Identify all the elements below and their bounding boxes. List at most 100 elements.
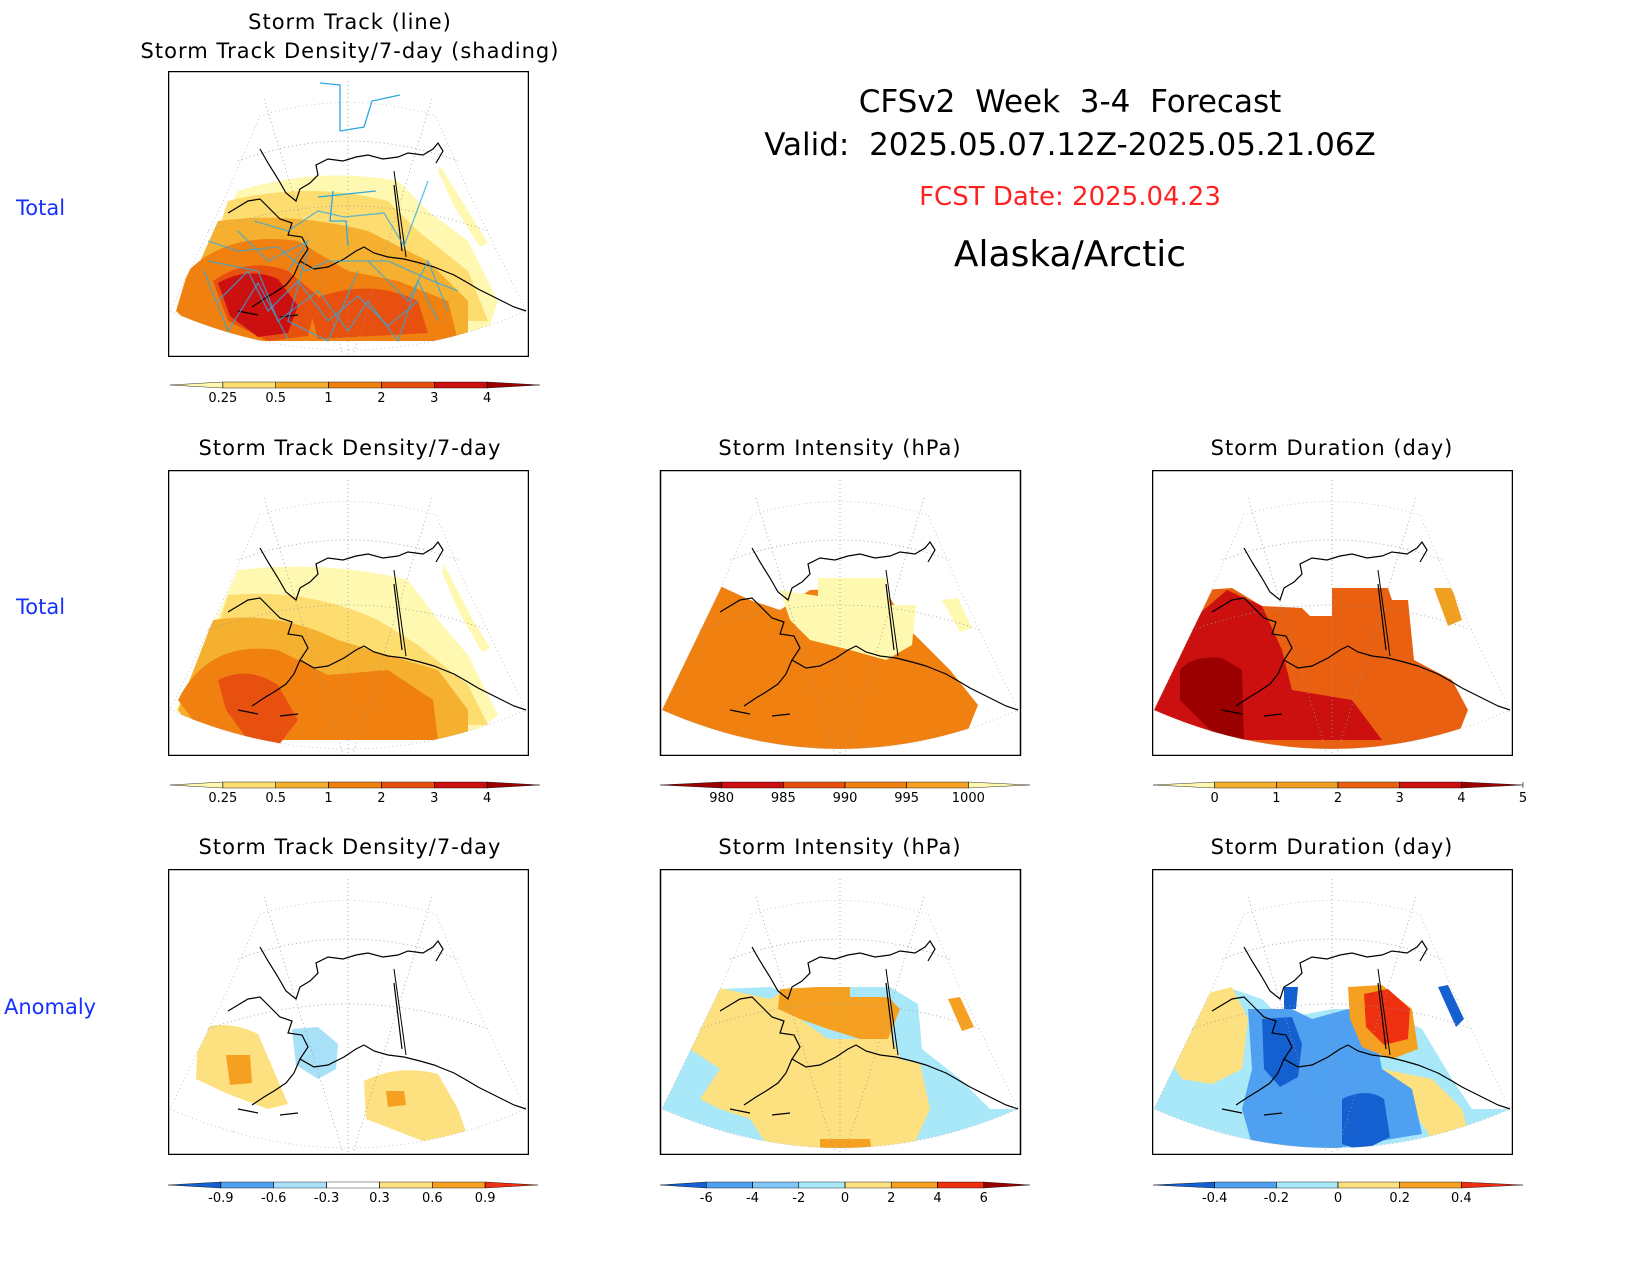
colorbar-tick-label-4: 3 — [430, 391, 438, 406]
colorbar-triangle-high — [983, 1181, 1031, 1189]
shaded-region-2 — [942, 598, 972, 632]
colorbar-triangle-low — [1152, 1181, 1215, 1189]
colorbar-triangle-high — [484, 1181, 539, 1189]
shaded-region-3 — [1434, 588, 1462, 626]
graticule-line-4 — [729, 938, 951, 960]
map-panel-1 — [167, 70, 530, 372]
colorbar-svg-2: 0.25 0.5 1 2 3 4 — [169, 781, 541, 806]
storm-track-line-3 — [207, 240, 459, 292]
graticule-line-4 — [729, 539, 951, 561]
row-label-total-1: Total — [16, 196, 66, 220]
colorbar-swatch-4 — [379, 1181, 433, 1189]
colorbar-tick-label-2: 1 — [324, 791, 332, 806]
panel4-title: Storm Duration (day) — [1210, 436, 1454, 460]
map-svg-3 — [659, 469, 1022, 771]
storm-track-line-2 — [253, 180, 429, 248]
map-panel-5 — [167, 868, 530, 1170]
panel3-title: Storm Intensity (hPa) — [718, 436, 962, 460]
colorbar-swatch-4 — [844, 1181, 892, 1189]
colorbar-swatch-2 — [273, 1181, 327, 1189]
colorbar-swatch-4 — [381, 381, 435, 389]
colorbar-tick-label-4: 3 — [430, 791, 438, 806]
colorbar-triangle-low — [167, 1181, 222, 1189]
colorbar-swatch-4 — [906, 781, 969, 789]
colorbar-tick-label-2: 990 — [833, 791, 858, 806]
colorbar-tick-label-3: 2 — [377, 391, 385, 406]
colorbar-tick-label-6: 6 — [980, 1191, 988, 1206]
colorbar-2: 0.25 0.5 1 2 3 4 — [160, 778, 550, 808]
shaded-region-4 — [218, 673, 298, 746]
colorbar-swatch-1 — [222, 781, 276, 789]
country-border — [885, 569, 899, 657]
colorbar-triangle-low — [659, 781, 722, 789]
panel6-title: Storm Intensity (hPa) — [718, 835, 962, 859]
shaded-region-1 — [780, 578, 916, 660]
colorbar-triangle-low — [659, 1181, 707, 1189]
map-svg-5 — [167, 868, 530, 1170]
colorbar-tick-label-2: -0.3 — [314, 1191, 339, 1206]
country-border — [393, 968, 407, 1056]
colorbar-swatch-1 — [220, 1181, 274, 1189]
colorbar-tick-label-3: 0.3 — [369, 1191, 390, 1206]
colorbar-tick-label-0: -0.9 — [208, 1191, 233, 1206]
colorbar-tick-label-2: 1 — [324, 391, 332, 406]
country-border — [393, 170, 407, 258]
map-svg-7 — [1151, 868, 1514, 1170]
shaded-region-1 — [1162, 987, 1248, 1084]
coastline — [227, 540, 527, 717]
colorbar-swatch-2 — [275, 381, 329, 389]
colorbar-tick-label-3: 2 — [377, 791, 385, 806]
shaded-region-8 — [1438, 985, 1464, 1027]
coastline — [719, 939, 1019, 1116]
shaded-region-5 — [1342, 1093, 1390, 1148]
shaded-region-7 — [1364, 989, 1410, 1045]
map-panel-2 — [167, 469, 530, 771]
map-panel-4 — [1151, 469, 1514, 771]
colorbar-1: 0.25 0.5 1 2 3 4 — [160, 378, 550, 408]
panel5-title: Storm Track Density/7-day — [198, 835, 502, 859]
main-title-line1: CFSv2 Week 3-4 Forecast — [858, 84, 1282, 120]
shaded-region-4 — [820, 1139, 872, 1148]
colorbar-swatch-2 — [1276, 1181, 1339, 1189]
colorbar-tick-label-3: 0.2 — [1389, 1191, 1410, 1206]
colorbar-swatch-2 — [783, 781, 846, 789]
colorbar-tick-label-5: 4 — [483, 791, 491, 806]
colorbar-tick-label-0: -0.4 — [1202, 1191, 1227, 1206]
map-svg-4 — [1151, 469, 1514, 771]
colorbar-svg-5: -0.9 -0.6 -0.3 0.3 0.6 0.9 — [167, 1181, 539, 1206]
colorbar-triangle-high — [486, 781, 541, 789]
colorbar-swatch-2 — [275, 781, 329, 789]
graticule-line-4 — [237, 140, 459, 162]
colorbar-tick-label-4: 2 — [887, 1191, 895, 1206]
storm-track-line-0 — [319, 82, 401, 132]
main-title-line2: Valid: 2025.05.07.12Z-2025.05.21.06Z — [764, 127, 1376, 163]
colorbar-tick-label-4: 1000 — [952, 791, 985, 806]
colorbar-tick-label-1: 985 — [771, 791, 796, 806]
storm-track-line-7 — [237, 230, 449, 312]
colorbar-swatch-1 — [706, 1181, 753, 1189]
colorbar-swatch-4 — [381, 781, 435, 789]
shaded-region-9 — [1284, 987, 1298, 1009]
colorbar-6: -6 -4 -2 0 2 4 6 — [650, 1178, 1040, 1208]
panel1-title-line2: Storm Track Density/7-day (shading) — [140, 39, 560, 63]
row-label-anomaly: Anomaly — [4, 995, 97, 1019]
colorbar-swatch-1 — [1214, 781, 1277, 789]
region-title: Alaska/Arctic — [953, 234, 1187, 275]
colorbar-triangle-high — [1461, 1181, 1524, 1189]
graticule-line-4 — [1221, 938, 1443, 960]
storm-track-line-4 — [207, 260, 439, 343]
colorbar-7: -0.4 -0.2 0 0.2 0.4 — [1143, 1178, 1533, 1208]
colorbar-tick-label-2: -2 — [792, 1191, 805, 1206]
colorbar-tick-label-0: -6 — [700, 1191, 713, 1206]
colorbar-swatch-3 — [1337, 1181, 1400, 1189]
colorbar-svg-7: -0.4 -0.2 0 0.2 0.4 — [1152, 1181, 1524, 1206]
colorbar-swatch-3 — [326, 1181, 380, 1189]
colorbar-triangle-low — [1152, 781, 1215, 789]
storm-track-line-5 — [217, 269, 419, 327]
colorbar-swatch-3 — [1337, 781, 1400, 789]
colorbar-tick-label-3: 3 — [1396, 791, 1404, 806]
colorbar-swatch-1 — [222, 381, 276, 389]
colorbar-tick-label-2: 0 — [1334, 1191, 1342, 1206]
country-border — [1377, 968, 1391, 1056]
colorbar-swatch-2 — [1276, 781, 1339, 789]
